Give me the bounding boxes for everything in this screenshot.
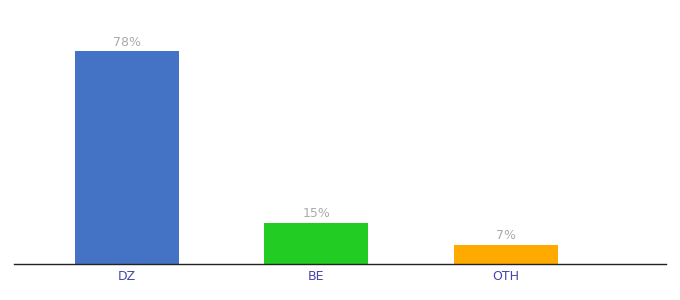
Text: 7%: 7% xyxy=(496,229,515,242)
Text: 78%: 78% xyxy=(113,35,141,49)
Bar xyxy=(454,245,558,264)
Bar xyxy=(75,51,179,264)
Text: 15%: 15% xyxy=(303,207,330,220)
Bar xyxy=(265,223,369,264)
